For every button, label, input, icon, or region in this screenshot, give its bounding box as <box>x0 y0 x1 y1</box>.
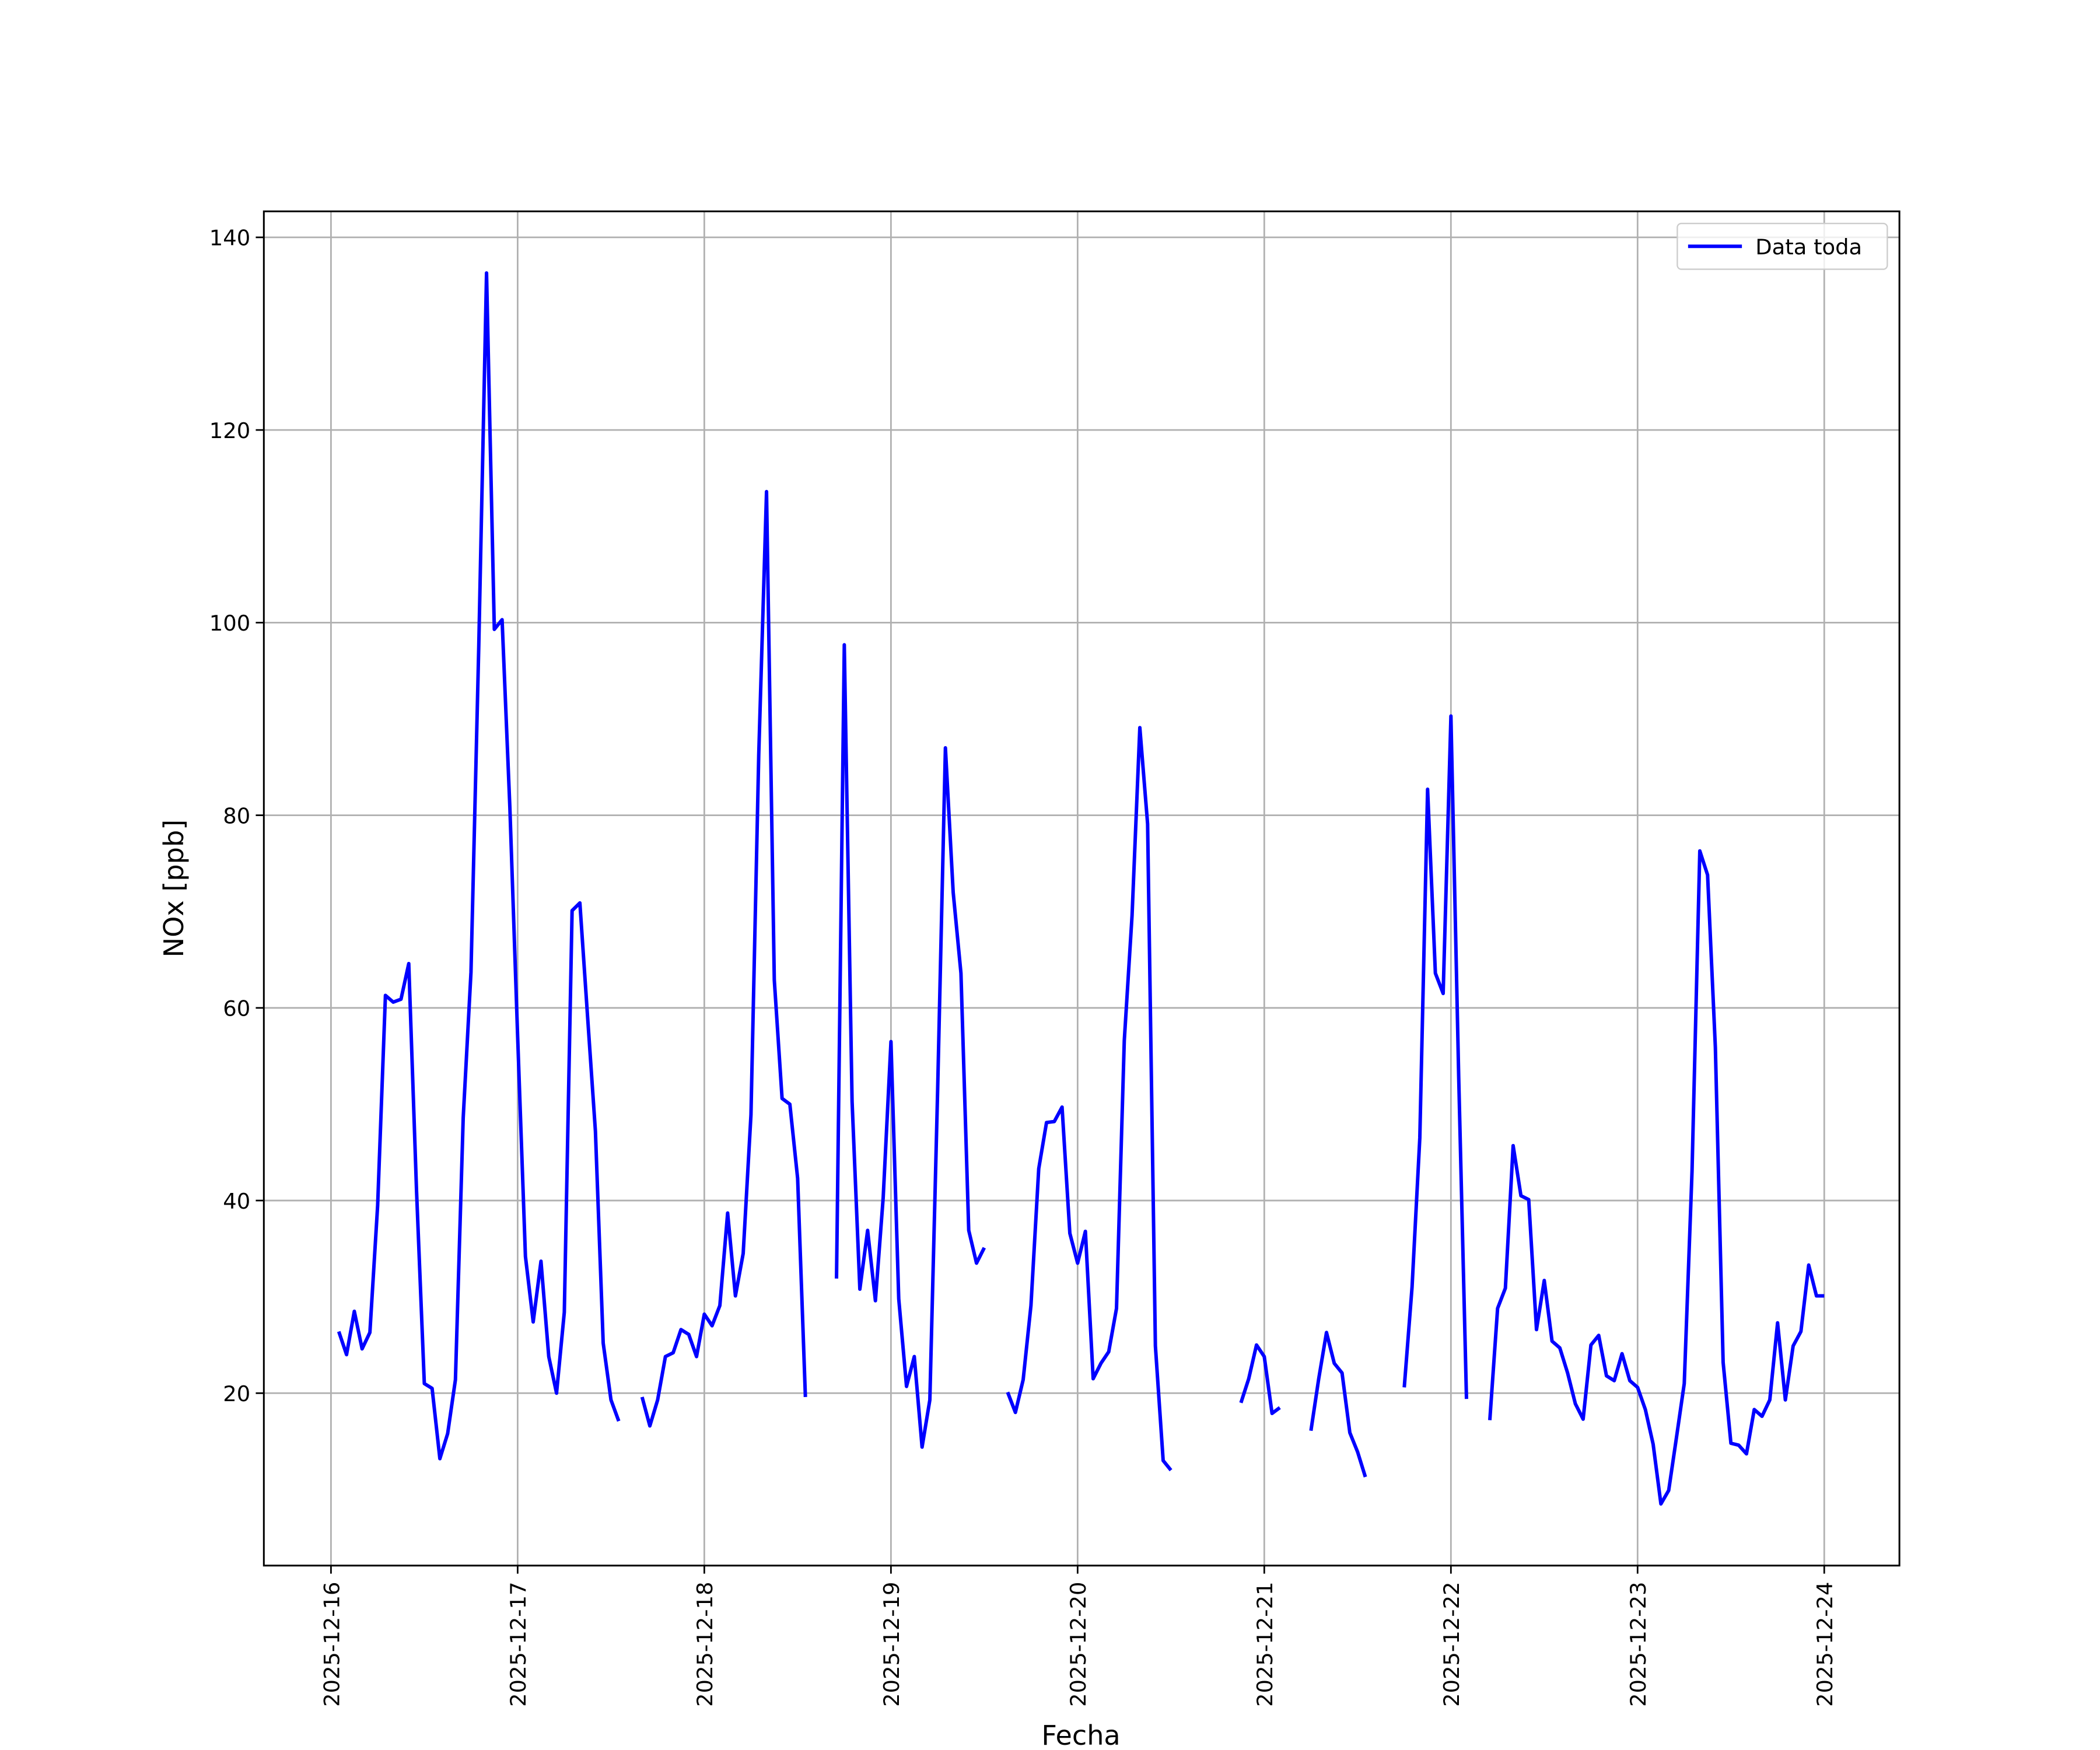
y-tick-label: 100 <box>209 611 250 636</box>
y-tick-label: 40 <box>223 1189 250 1214</box>
legend: Data toda <box>1676 222 1888 270</box>
x-tick-label: 2025-12-22 <box>1439 1582 1464 1707</box>
x-axis-label: Fecha <box>1041 1720 1120 1750</box>
x-tick-label: 2025-12-24 <box>1812 1582 1838 1707</box>
y-tick-label: 120 <box>209 418 250 443</box>
x-tick-label: 2025-12-18 <box>692 1582 718 1707</box>
x-tick-label: 2025-12-20 <box>1066 1582 1091 1707</box>
y-tick-label: 80 <box>223 803 250 828</box>
plot-frame <box>262 210 1901 1567</box>
y-tick-label: 140 <box>209 226 250 251</box>
x-tick-label: 2025-12-19 <box>879 1582 904 1707</box>
legend-box <box>1676 222 1888 270</box>
y-tick-label: 60 <box>223 996 250 1021</box>
x-tick-label: 2025-12-21 <box>1252 1582 1278 1707</box>
y-axis-label: NOx [ppb] <box>158 820 190 958</box>
legend-label: Data toda <box>1755 235 1862 260</box>
x-tick-label: 2025-12-23 <box>1626 1582 1651 1707</box>
data-line <box>337 271 1825 1506</box>
y-tick-label: 20 <box>223 1381 250 1406</box>
x-tick-label: 2025-12-17 <box>506 1582 531 1707</box>
x-tick-label: 2025-12-16 <box>319 1582 344 1707</box>
